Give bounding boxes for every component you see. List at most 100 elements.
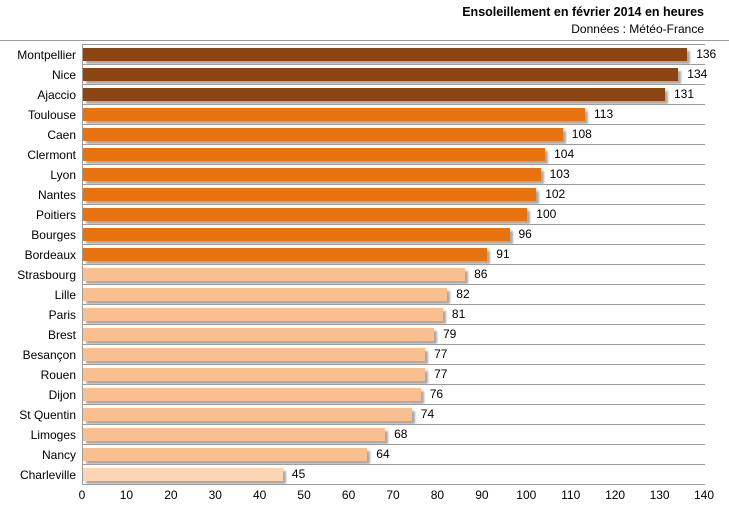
bar [83,228,510,241]
x-tick-label: 60 [341,488,356,502]
category-label: Toulouse [27,108,76,122]
bar-row: 136 [83,45,716,65]
bar-value-label: 82 [456,287,470,301]
bar [83,68,679,81]
bar-value-label: 103 [549,167,570,181]
category-label: Lyon [50,168,76,182]
bar [83,468,283,481]
bar-row: 74 [83,405,705,425]
bar-value-label: 77 [434,347,448,361]
bar-row: 102 [83,185,705,205]
bar-value-label: 102 [545,187,566,201]
bar [83,88,665,101]
x-tick-label: 70 [386,488,400,502]
category-label: Paris [48,308,76,322]
category-label: Charleville [19,468,76,482]
bar-row: 104 [83,145,705,165]
bar-row: 113 [83,105,705,125]
bar-row: 79 [83,325,705,345]
category-label: Rouen [40,368,76,382]
bar-value-label: 104 [554,147,575,161]
category-label: Bordeaux [24,248,76,262]
bar-value-label: 108 [571,127,592,141]
bar-value-label: 136 [696,47,717,61]
bar-row: 77 [83,345,705,365]
category-label: Strasbourg [17,268,76,282]
bar-value-label: 45 [291,467,306,481]
bar-value-label: 74 [420,407,435,421]
bar-row: 64 [83,445,705,465]
bar-row: 86 [83,265,705,285]
chart-subtitle: Données : Météo-France [571,22,704,36]
bar-value-label: 79 [443,327,457,341]
bar [83,248,488,261]
category-label: Besançon [22,348,76,362]
category-label: Limoges [30,428,76,442]
bar [83,328,434,341]
bar-row: 96 [83,225,705,245]
category-label: Montpellier [17,48,76,62]
bar-row: 68 [83,425,705,445]
bar-row: 45 [83,465,705,485]
x-tick-label: 100 [516,488,537,502]
x-tick-label: 110 [561,488,581,502]
bar-row: 81 [83,305,705,325]
x-tick-label: 140 [693,488,715,502]
category-label: Nice [51,68,76,82]
bar-value-label: 91 [496,247,510,261]
bar [83,108,585,121]
bar-value-label: 96 [518,227,532,241]
bar [83,368,426,381]
bar-row: 100 [83,205,705,225]
chart-title-block: Ensoleillement en février 2014 en heures… [462,4,704,38]
category-label: Nancy [41,448,76,462]
bar [83,208,528,221]
category-label: Ajaccio [37,88,76,102]
x-tick-label: 120 [605,488,626,502]
chart-title: Ensoleillement en février 2014 en heures [462,5,704,19]
category-label: Dijon [48,388,76,402]
category-label: Lille [54,288,76,302]
category-label: Clermont [27,148,76,162]
bar-row: 134 [83,65,708,85]
category-label: Bourges [31,228,76,242]
bar [83,448,368,461]
bar-value-label: 76 [429,387,444,401]
bar-value-label: 131 [674,87,695,101]
bar-value-label: 86 [474,267,488,281]
bar-value-label: 100 [536,207,557,221]
x-tick-label: 20 [164,488,178,502]
bar [83,168,541,181]
bar-value-label: 134 [687,67,708,81]
x-tick-label: 50 [297,488,311,502]
bar-row: 103 [83,165,705,185]
bar [83,408,412,421]
bar [83,288,448,301]
bar [83,428,386,441]
bar-value-label: 68 [394,427,408,441]
value-axis: 0 10 20 30 40 50 60 70 80 90 100 110 120 130 140 [0,488,729,504]
bar-row: 82 [83,285,705,305]
bar-row: 77 [83,365,705,385]
x-tick-label: 0 [78,488,86,502]
bar-value-label: 64 [376,447,390,461]
bar [83,308,443,321]
category-axis-labels: Montpellier Nice Ajaccio Toulouse Caen Clermo… [0,45,76,485]
x-tick-label: 80 [430,488,445,502]
bar [83,48,688,61]
x-tick-label: 30 [208,488,222,502]
category-label: St Quentin [19,408,76,422]
bar [83,148,546,161]
plot-area: 136 134 131 113 108 104 103 102 100 96 91 86 82 81 79 7… [82,44,716,485]
bar-value-label: 113 [594,107,614,121]
bar-value-label: 77 [434,367,448,381]
category-label: Caen [47,128,76,142]
category-label: Poitiers [35,208,76,222]
x-tick-label: 40 [253,488,267,502]
category-label: Brest [47,328,76,342]
bar-row: 108 [83,125,705,145]
bar-row: 91 [83,245,705,265]
bar-row: 131 [83,85,705,105]
bar [83,128,563,141]
